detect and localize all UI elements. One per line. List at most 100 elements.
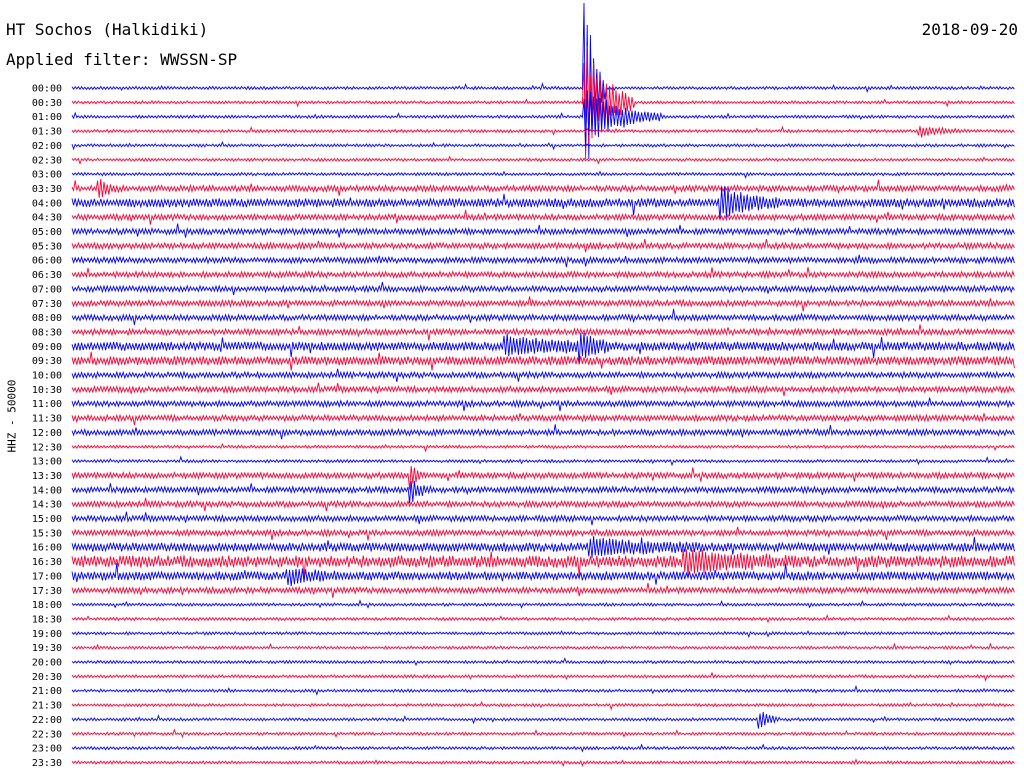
time-label: 09:00 bbox=[32, 342, 62, 353]
time-label: 14:30 bbox=[32, 500, 62, 511]
seismic-trace bbox=[71, 382, 1015, 397]
seismic-trace bbox=[71, 90, 1015, 148]
time-label: 07:30 bbox=[32, 299, 62, 310]
seismic-trace bbox=[71, 209, 1015, 225]
time-label: 03:00 bbox=[32, 170, 62, 181]
time-label: 16:30 bbox=[32, 557, 62, 568]
seismic-trace bbox=[71, 466, 1015, 490]
seismic-trace bbox=[71, 599, 1015, 609]
seismic-trace bbox=[71, 178, 1015, 198]
seismic-trace bbox=[71, 223, 1015, 238]
seismic-trace bbox=[71, 497, 1015, 512]
seismic-trace bbox=[71, 281, 1015, 296]
time-label: 07:00 bbox=[32, 284, 62, 295]
time-label: 14:00 bbox=[32, 485, 62, 496]
seismic-trace bbox=[71, 2, 1015, 159]
time-label: 15:30 bbox=[32, 528, 62, 539]
seismic-trace bbox=[71, 368, 1015, 382]
seismic-trace bbox=[71, 562, 1015, 587]
seismic-trace bbox=[71, 413, 1015, 426]
time-label: 10:00 bbox=[32, 371, 62, 382]
seismic-trace bbox=[71, 511, 1015, 526]
time-label: 16:00 bbox=[32, 543, 62, 554]
time-label: 05:00 bbox=[32, 227, 62, 238]
time-label: 20:30 bbox=[32, 672, 62, 683]
seismic-trace bbox=[71, 45, 1015, 160]
time-label: 11:00 bbox=[32, 399, 62, 410]
seismic-trace bbox=[71, 238, 1015, 253]
time-label: 02:00 bbox=[32, 141, 62, 152]
seismic-trace bbox=[71, 170, 1015, 179]
seismic-trace bbox=[71, 711, 1015, 729]
time-label: 06:30 bbox=[32, 270, 62, 281]
time-label: 21:00 bbox=[32, 686, 62, 697]
time-label: 13:00 bbox=[32, 457, 62, 468]
filter-label: Applied filter: WWSSN-SP bbox=[6, 50, 238, 69]
time-label: 18:00 bbox=[32, 600, 62, 611]
time-label: 09:30 bbox=[32, 356, 62, 367]
seismic-trace bbox=[71, 140, 1015, 151]
seismic-trace bbox=[71, 728, 1015, 739]
seismic-trace bbox=[71, 671, 1015, 682]
seismic-trace bbox=[71, 582, 1015, 598]
time-label: 04:00 bbox=[32, 198, 62, 209]
time-label: 00:00 bbox=[32, 84, 62, 95]
time-label: 03:30 bbox=[32, 184, 62, 195]
time-label: 06:00 bbox=[32, 256, 62, 267]
seismic-trace bbox=[71, 424, 1015, 440]
seismic-trace bbox=[71, 642, 1015, 651]
time-label: 19:00 bbox=[32, 629, 62, 640]
seismic-trace bbox=[71, 397, 1015, 412]
time-label: 12:30 bbox=[32, 442, 62, 453]
seismic-trace bbox=[71, 155, 1015, 165]
time-label: 04:30 bbox=[32, 213, 62, 224]
time-label: 19:30 bbox=[32, 643, 62, 654]
seismic-trace bbox=[71, 614, 1015, 624]
seismic-trace bbox=[71, 536, 1015, 559]
time-label: 15:00 bbox=[32, 514, 62, 525]
seismic-trace bbox=[71, 684, 1015, 696]
time-label: 23:00 bbox=[32, 744, 62, 755]
seismic-trace bbox=[71, 455, 1015, 467]
seismic-trace bbox=[71, 296, 1015, 312]
time-label: 18:30 bbox=[32, 614, 62, 625]
time-label: 23:30 bbox=[32, 758, 62, 769]
seismic-trace bbox=[71, 549, 1015, 578]
time-label: 08:30 bbox=[32, 327, 62, 338]
seismic-trace bbox=[71, 351, 1015, 371]
y-axis-label: HHZ - 50000 bbox=[5, 379, 19, 453]
time-label: 02:30 bbox=[32, 155, 62, 166]
time-label: 21:30 bbox=[32, 701, 62, 712]
seismic-trace bbox=[71, 308, 1015, 325]
seismic-trace bbox=[71, 743, 1015, 753]
time-label: 00:30 bbox=[32, 98, 62, 109]
seismic-trace bbox=[71, 186, 1015, 221]
time-label: 12:00 bbox=[32, 428, 62, 439]
time-label: 01:30 bbox=[32, 127, 62, 138]
time-label: 08:00 bbox=[32, 313, 62, 324]
seismic-trace bbox=[71, 630, 1015, 639]
station-title: HT Sochos (Halkidiki) bbox=[6, 20, 209, 39]
seismic-trace bbox=[71, 332, 1015, 364]
seismic-trace bbox=[71, 657, 1015, 667]
seismic-trace bbox=[71, 324, 1015, 341]
seismic-trace bbox=[71, 700, 1015, 711]
seismic-trace bbox=[71, 526, 1015, 541]
time-label: 01:00 bbox=[32, 112, 62, 123]
time-label: 17:30 bbox=[32, 586, 62, 597]
seismic-trace bbox=[71, 254, 1015, 268]
time-label: 17:00 bbox=[32, 571, 62, 582]
seismic-trace bbox=[71, 125, 1015, 138]
time-label: 20:00 bbox=[32, 658, 62, 669]
seismic-trace bbox=[71, 758, 1015, 768]
time-label: 22:00 bbox=[32, 715, 62, 726]
time-label: 13:30 bbox=[32, 471, 62, 482]
time-label: 22:30 bbox=[32, 729, 62, 740]
time-label: 05:30 bbox=[32, 241, 62, 252]
seismic-trace bbox=[71, 442, 1015, 453]
seismic-trace bbox=[71, 267, 1015, 280]
seismic-trace bbox=[71, 480, 1015, 504]
time-label: 10:30 bbox=[32, 385, 62, 396]
time-label: 11:30 bbox=[32, 414, 62, 425]
